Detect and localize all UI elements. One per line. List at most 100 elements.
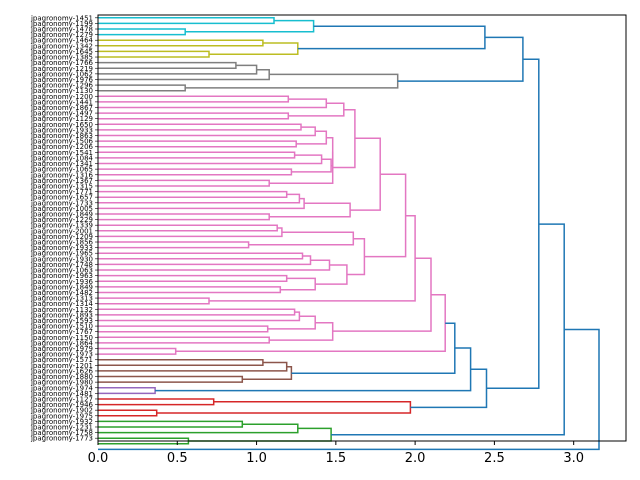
dendrogram-link — [267, 315, 316, 330]
leaf-label: jpagronomy-1902 — [30, 407, 93, 415]
x-tick-label: 2.0 — [405, 451, 426, 466]
dendrogram-link — [98, 308, 296, 316]
dendrogram-link — [331, 223, 565, 436]
dendrogram-link — [269, 202, 351, 218]
dendrogram-link — [188, 427, 332, 442]
leaf-label: jpagronomy-1946 — [30, 401, 94, 409]
leaf-label: jpagronomy-1933 — [30, 244, 93, 252]
leaf-label: jpagronomy-1451 — [30, 14, 93, 22]
dendrogram-link — [397, 36, 524, 82]
leaf-label: jpagronomy-1965 — [30, 250, 93, 258]
dendrogram-link — [98, 193, 301, 204]
dendrogram-link — [486, 58, 540, 390]
leaf-label: jpagronomy-1313 — [30, 295, 93, 303]
dendrogram-link — [248, 231, 355, 246]
dendrogram-link — [98, 361, 288, 372]
leaf-label: jpagronomy-1976 — [30, 76, 94, 84]
dendrogram-link — [288, 102, 345, 117]
leaf-label: jpagronomy-1279 — [30, 31, 93, 39]
x-tick-label: 0.0 — [88, 451, 109, 466]
leaf-label: jpagronomy-1482 — [30, 289, 93, 297]
dendrogram-link — [98, 375, 244, 383]
dendrogram-link — [98, 50, 210, 58]
dendrogram-link — [98, 123, 302, 131]
dendrogram-link — [98, 297, 210, 305]
leaf-label: jpagronomy-1771 — [30, 188, 93, 196]
leaf-label: jpagronomy-1005 — [30, 205, 93, 213]
leaf-label: jpagronomy-1541 — [30, 149, 93, 157]
dendrogram-link — [98, 423, 299, 434]
leaf-label: jpagronomy-1645 — [30, 48, 93, 56]
dendrogram-link — [156, 401, 412, 414]
leaf-label: jpagronomy-1464 — [30, 37, 94, 45]
leaf-label: jpagronomy-1650 — [30, 121, 93, 129]
dendrogram-link — [98, 252, 304, 260]
leaf-label: jpagronomy-1932 — [30, 418, 93, 426]
leaf-label: jpagronomy-1657 — [30, 194, 93, 202]
leaf-label: jpagronomy-1342 — [30, 42, 93, 50]
leaf-label: jpagronomy-1593 — [30, 317, 93, 325]
leaf-label: jpagronomy-1062 — [30, 70, 93, 78]
leaf-label: jpagronomy-1733 — [30, 199, 93, 207]
leaf-label: jpagronomy-1973 — [30, 351, 93, 359]
leaf-label: jpagronomy-1571 — [30, 356, 93, 364]
dendrogram-link — [98, 409, 158, 417]
leaf-label: jpagronomy-1767 — [30, 328, 93, 336]
leaf-label: jpagronomy-1231 — [30, 423, 93, 431]
dendrogram-link — [209, 42, 299, 55]
dendrogram-link — [98, 64, 258, 75]
leaf-label: jpagronomy-1626 — [30, 367, 94, 375]
leaf-label: jpagronomy-1864 — [30, 339, 94, 347]
dendrogram-link — [98, 17, 275, 25]
dendrogram-link — [98, 28, 186, 36]
leaf-label: jpagronomy-1200 — [30, 93, 93, 101]
dendrogram-link — [98, 347, 177, 355]
dendrogram-link — [98, 190, 288, 198]
dendrogram-link — [98, 126, 316, 137]
leaf-label: jpagronomy-1481 — [30, 390, 93, 398]
axes-frame — [97, 14, 627, 442]
leaf-label: jpagronomy-1893 — [30, 311, 93, 319]
dendrogram-link — [332, 108, 356, 169]
dendrogram-links — [98, 17, 600, 451]
leaf-label: jpagronomy-1497 — [30, 110, 93, 118]
leaf-label: jpagronomy-1766 — [30, 59, 94, 67]
leaf-label: jpagronomy-1863 — [30, 132, 93, 140]
dendrogram-link — [269, 321, 334, 341]
dendrogram-link — [98, 140, 297, 148]
leaf-label: jpagronomy-1867 — [30, 104, 93, 112]
dendrogram-link — [410, 368, 488, 409]
dendrogram-link — [98, 255, 312, 266]
leaf-label: jpagronomy-1132 — [30, 306, 93, 314]
dendrogram-link — [98, 325, 269, 333]
dendrogram-link — [98, 328, 600, 451]
leaf-label: jpagronomy-1199 — [30, 20, 93, 28]
dendrogram-link — [296, 130, 328, 145]
leaf-label: jpagronomy-1510 — [30, 323, 93, 331]
x-tick-label: 3.0 — [563, 451, 584, 466]
x-tick-label: 2.5 — [484, 451, 505, 466]
leaf-label: jpagronomy-1367 — [30, 177, 93, 185]
x-axis: 0.0 0.5 1.0 1.5 2.0 2.5 3.0 — [88, 441, 584, 466]
dendrogram-link — [98, 168, 293, 176]
leaf-label: jpagronomy-1748 — [30, 261, 93, 269]
leaf-label: jpagronomy-1219 — [30, 65, 93, 73]
dendrogram-link — [242, 365, 293, 381]
leaf-label: jpagronomy-1206 — [30, 143, 94, 151]
x-tick-label: 0.5 — [167, 451, 188, 466]
dendrogram-link — [269, 151, 334, 184]
leaf-label: jpagronomy-1930 — [30, 255, 93, 263]
dendrogram-link — [98, 154, 323, 165]
leaf-label: jpagronomy-1150 — [30, 334, 93, 342]
x-tick-label: 1.0 — [246, 451, 267, 466]
leaf-label: jpagronomy-1975 — [30, 412, 93, 420]
dendrogram-link — [98, 286, 282, 294]
dendrogram-link — [98, 227, 283, 238]
dendrogram-link — [98, 98, 328, 109]
leaf-label: jpagronomy-1758 — [30, 429, 93, 437]
leaf-label: jpagronomy-1127 — [30, 395, 93, 403]
leaf-label: jpagronomy-1385 — [30, 54, 93, 62]
dendrogram-link — [98, 420, 244, 428]
dendrogram-link — [364, 173, 407, 258]
dendrogram-link — [185, 19, 315, 33]
